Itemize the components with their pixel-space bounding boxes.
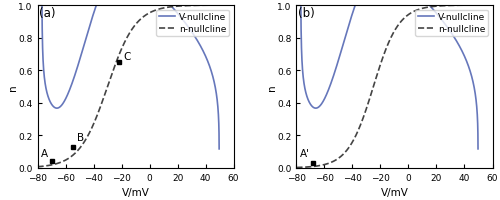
Text: (b): (b) — [298, 7, 314, 20]
X-axis label: V/mV: V/mV — [380, 187, 408, 197]
Text: A': A' — [300, 149, 310, 159]
Y-axis label: n: n — [8, 84, 18, 90]
Text: (a): (a) — [39, 7, 56, 20]
Y-axis label: n: n — [267, 84, 277, 90]
Text: A: A — [41, 149, 48, 159]
Legend: V-nullcline, n-nullcline: V-nullcline, n-nullcline — [416, 10, 488, 36]
Legend: V-nullcline, n-nullcline: V-nullcline, n-nullcline — [156, 10, 229, 36]
Text: B: B — [76, 132, 84, 142]
X-axis label: V/mV: V/mV — [122, 187, 150, 197]
Text: C: C — [123, 51, 130, 61]
